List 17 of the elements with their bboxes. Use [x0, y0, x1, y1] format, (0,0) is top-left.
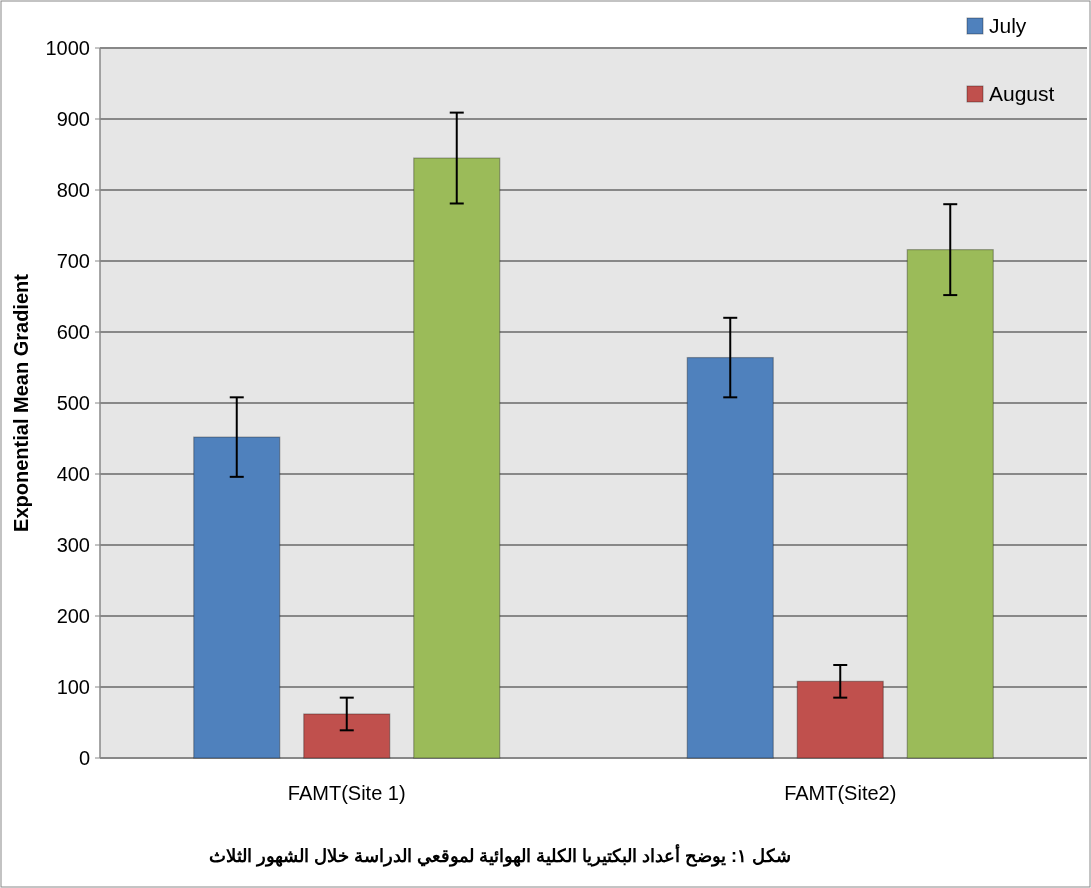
y-tick-label: 0: [78, 747, 90, 769]
x-tick-label: FAMT(Site 1): [287, 782, 406, 804]
y-tick-label: 900: [56, 108, 90, 130]
legend-label: July: [989, 14, 1027, 37]
y-tick-label: 400: [56, 463, 90, 485]
y-tick-label: 800: [56, 179, 90, 201]
y-tick-label: 200: [56, 605, 90, 627]
y-tick-label: 300: [56, 534, 90, 556]
y-axis-title: Exponential Mean Gradient: [10, 273, 32, 532]
y-tick-label: 1000: [45, 37, 90, 59]
y-tick-label: 700: [56, 250, 90, 272]
y-tick-label: 500: [56, 392, 90, 414]
y-tick-label: 600: [56, 321, 90, 343]
y-tick-label: 100: [56, 676, 90, 698]
x-tick-label: FAMT(Site2): [784, 782, 897, 804]
legend-label: August: [989, 82, 1055, 105]
text: شكل ١: يوضح أعداد البكتيريا الكلية الهوائية لموقعي الدراسة خلال الشهور الثلاث: [208, 844, 792, 867]
